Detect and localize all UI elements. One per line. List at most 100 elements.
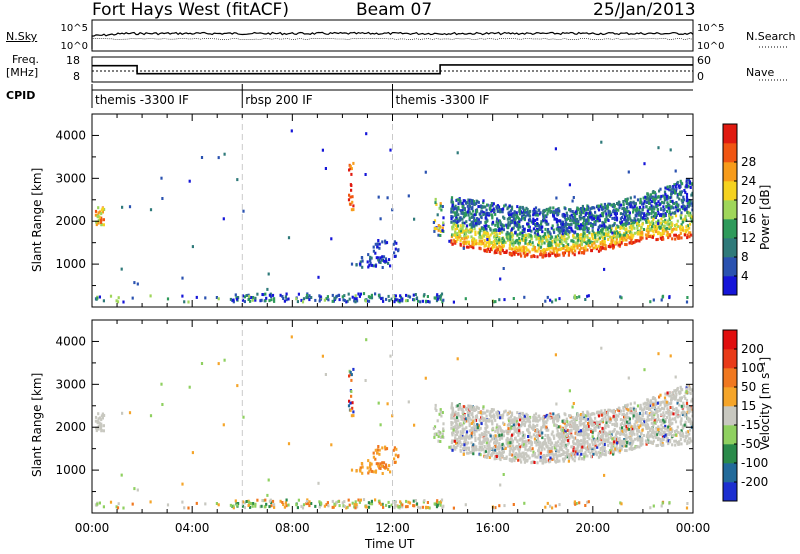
echo-cell: [100, 426, 103, 430]
echo-cell: [561, 222, 564, 226]
echo-cell: [331, 499, 334, 503]
echo-cell: [401, 297, 404, 301]
echo-cell: [689, 214, 692, 218]
echo-cell: [688, 231, 691, 235]
echo-cell: [569, 453, 572, 457]
echo-cell: [483, 244, 486, 248]
echo-cell: [523, 445, 526, 448]
echo-cell: [611, 231, 614, 235]
echo-cell: [538, 235, 542, 239]
echo-cell: [498, 219, 502, 223]
echo-cell: [97, 412, 100, 416]
echo-cell: [109, 294, 113, 298]
echo-cell: [521, 234, 524, 237]
echo-cell: [654, 398, 657, 402]
echo-cell: [519, 458, 522, 462]
echo-cell: [563, 440, 566, 444]
echo-cell: [470, 222, 473, 226]
echo-cell: [468, 410, 472, 414]
echo-cell: [526, 213, 529, 217]
echo-cell: [636, 232, 639, 236]
echo-cell: [236, 503, 239, 507]
echo-cell: [439, 297, 442, 301]
echo-cell: [583, 444, 586, 448]
echo-cell: [389, 470, 392, 474]
echo-cell: [305, 502, 308, 506]
echo-cell: [97, 206, 100, 210]
echo-cell: [419, 300, 422, 304]
echo-cell: [297, 292, 300, 296]
echo-cell: [461, 230, 464, 234]
echo-cell: [569, 247, 572, 251]
echo-cell: [457, 207, 460, 211]
echo-cell: [557, 444, 560, 448]
echo-cell: [463, 435, 466, 439]
echo-cell: [287, 503, 290, 507]
echo-cell: [690, 193, 693, 197]
echo-cell: [551, 246, 554, 250]
echo-cell: [535, 441, 538, 445]
echo-cell: [571, 416, 574, 419]
echo-cell: [437, 228, 440, 232]
echo-cell: [681, 226, 685, 230]
echo-cell: [265, 296, 268, 300]
echo-cell: [393, 255, 396, 258]
echo-cell: [500, 245, 503, 249]
echo-cell: [629, 402, 632, 406]
echo-cell: [618, 206, 621, 210]
echo-cell: [611, 224, 614, 228]
echo-cell: [454, 227, 457, 231]
echo-cell: [187, 506, 190, 510]
echo-cell: [549, 456, 552, 460]
echo-cell: [641, 439, 644, 443]
echo-cell: [583, 446, 586, 450]
echo-cell: [674, 420, 678, 424]
echo-cell: [660, 298, 663, 302]
echo-cell: [571, 239, 574, 243]
echo-cell: [486, 232, 489, 236]
echo-cell: [488, 241, 491, 245]
echo-cell: [351, 295, 354, 299]
echo-cell: [649, 413, 653, 417]
echo-cell: [490, 202, 493, 205]
echo-cell: [503, 298, 506, 302]
echo-cell: [635, 211, 638, 215]
y-tick-label: 4000: [55, 128, 86, 142]
echo-cell: [542, 424, 545, 428]
echo-cell: [348, 503, 351, 507]
echo-cell: [601, 239, 604, 243]
echo-cell: [650, 421, 653, 425]
echo-cell: [474, 418, 478, 422]
echo-cell: [488, 447, 491, 451]
echo-cell: [499, 222, 502, 226]
echo-cell: [617, 414, 620, 418]
echo-cell: [343, 294, 346, 298]
echo-cell: [542, 248, 546, 251]
echo-cell: [501, 416, 504, 420]
echo-cell: [635, 417, 638, 421]
echo-cell: [602, 211, 605, 215]
echo-cell: [479, 442, 483, 446]
echo-cell: [352, 161, 355, 165]
echo-cell: [666, 231, 669, 235]
echo-cell: [441, 411, 444, 414]
echo-cell: [101, 210, 104, 214]
echo-cell: [467, 245, 470, 249]
echo-cell: [333, 502, 336, 506]
echo-cell: [610, 441, 613, 445]
echo-cell: [318, 500, 321, 504]
echo-cell: [646, 218, 650, 222]
echo-cell: [565, 217, 568, 221]
echo-cell: [383, 259, 386, 263]
echo-cell: [399, 295, 403, 299]
echo-cell: [564, 223, 567, 226]
echo-cell: [491, 203, 494, 207]
echo-cell: [638, 414, 641, 418]
echo-cell: [485, 249, 489, 253]
echo-cell: [495, 452, 498, 456]
echo-cell: [647, 426, 651, 430]
echo-cell: [648, 235, 651, 238]
echo-cell: [688, 428, 692, 432]
echo-cell: [466, 446, 469, 450]
echo-cell: [455, 419, 458, 423]
